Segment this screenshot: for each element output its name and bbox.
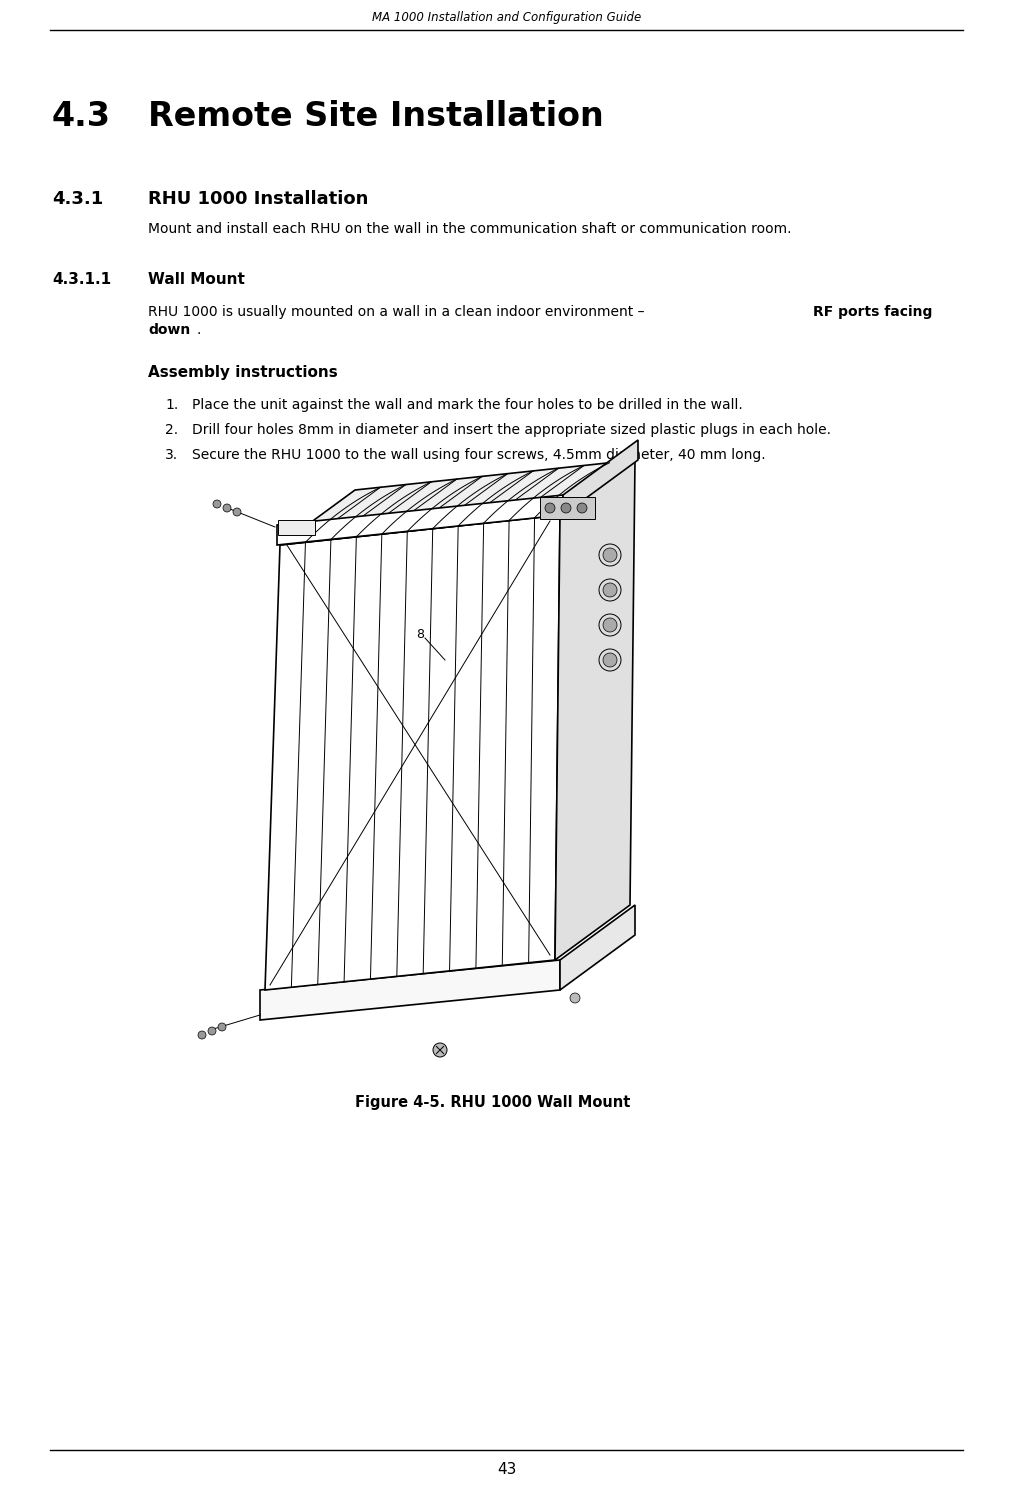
Circle shape: [198, 1031, 206, 1039]
Circle shape: [233, 508, 241, 516]
Circle shape: [599, 614, 621, 636]
Text: RHU 1000 is usually mounted on a wall in a clean indoor environment –: RHU 1000 is usually mounted on a wall in…: [148, 305, 649, 319]
Circle shape: [545, 504, 555, 513]
Circle shape: [223, 504, 231, 513]
Polygon shape: [560, 904, 635, 989]
Text: 4.3.1.1: 4.3.1.1: [52, 273, 111, 288]
Circle shape: [603, 548, 617, 562]
Polygon shape: [555, 460, 635, 960]
Circle shape: [433, 1043, 447, 1056]
Polygon shape: [540, 498, 595, 519]
Circle shape: [213, 501, 221, 508]
Text: MA 1000 Installation and Configuration Guide: MA 1000 Installation and Configuration G…: [372, 12, 641, 24]
Text: 3.: 3.: [165, 448, 178, 462]
Circle shape: [561, 504, 571, 513]
Polygon shape: [260, 960, 560, 1021]
Circle shape: [218, 1024, 226, 1031]
Polygon shape: [563, 440, 638, 516]
Polygon shape: [278, 520, 315, 535]
Circle shape: [603, 618, 617, 632]
Text: Place the unit against the wall and mark the four holes to be drilled in the wal: Place the unit against the wall and mark…: [192, 398, 743, 413]
Circle shape: [603, 653, 617, 668]
Text: Assembly instructions: Assembly instructions: [148, 365, 337, 380]
Text: 8: 8: [416, 629, 424, 642]
Circle shape: [599, 580, 621, 600]
Text: Drill four holes 8mm in diameter and insert the appropriate sized plastic plugs : Drill four holes 8mm in diameter and ins…: [192, 423, 831, 437]
Text: 4.3: 4.3: [52, 100, 111, 133]
Text: RF ports facing: RF ports facing: [813, 305, 932, 319]
Text: Mount and install each RHU on the wall in the communication shaft or communicati: Mount and install each RHU on the wall i…: [148, 222, 791, 235]
Circle shape: [208, 1027, 216, 1036]
Polygon shape: [280, 460, 635, 545]
Text: Wall Mount: Wall Mount: [148, 273, 245, 288]
Text: 2.: 2.: [165, 423, 178, 437]
Text: 43: 43: [496, 1463, 517, 1478]
Circle shape: [577, 504, 587, 513]
Text: 4.3.1: 4.3.1: [52, 191, 103, 209]
Text: 1.: 1.: [165, 398, 178, 413]
Text: Remote Site Installation: Remote Site Installation: [148, 100, 604, 133]
Circle shape: [603, 583, 617, 597]
Text: RHU 1000 Installation: RHU 1000 Installation: [148, 191, 369, 209]
Text: .: .: [197, 323, 202, 337]
Polygon shape: [277, 495, 563, 545]
Circle shape: [599, 650, 621, 670]
Text: Figure 4-5. RHU 1000 Wall Mount: Figure 4-5. RHU 1000 Wall Mount: [355, 1095, 630, 1110]
Circle shape: [599, 544, 621, 566]
Text: Secure the RHU 1000 to the wall using four screws, 4.5mm diameter, 40 mm long.: Secure the RHU 1000 to the wall using fo…: [192, 448, 766, 462]
Circle shape: [570, 992, 580, 1003]
Text: down: down: [148, 323, 190, 337]
Polygon shape: [265, 516, 560, 989]
